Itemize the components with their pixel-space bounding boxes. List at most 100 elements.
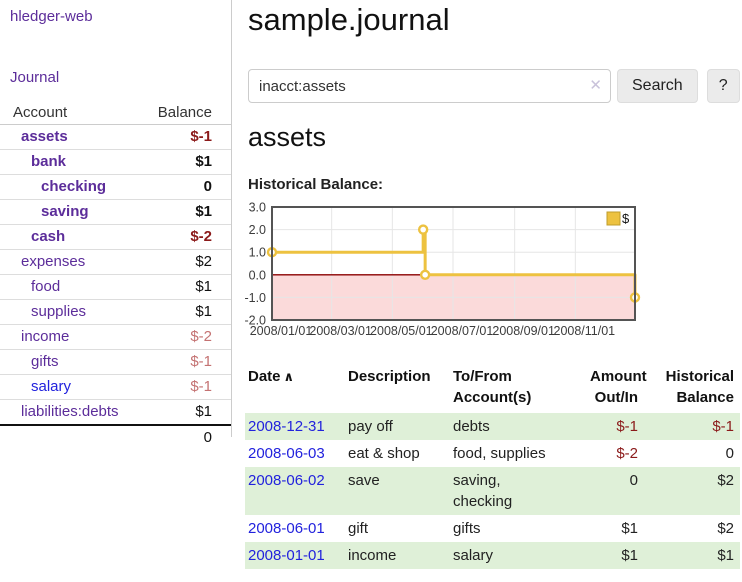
register-row: 2008-06-03 eat & shop food, supplies $-2…: [245, 440, 740, 467]
account-link-bank[interactable]: bank: [31, 153, 67, 170]
svg-text:$: $: [622, 211, 630, 226]
transaction-amount: 0: [629, 472, 638, 489]
transaction-description: income: [348, 547, 397, 564]
register-col-date[interactable]: Date ∧: [248, 368, 295, 385]
transaction-date-link[interactable]: 2008-06-02: [248, 472, 325, 489]
account-row-saving: saving $1: [0, 200, 231, 225]
register-header-row: Date ∧ Description To/From Account(s) Amo…: [245, 363, 740, 413]
transaction-description: gift: [348, 520, 369, 537]
register-col-accounts: To/From Account(s): [453, 368, 532, 406]
register-row: 2008-06-01 gift gifts $1 $2: [245, 515, 740, 542]
help-button[interactable]: ?: [706, 69, 740, 103]
search-input-wrap: ✕: [248, 69, 611, 103]
account-balance: $-1: [190, 353, 212, 370]
account-link-saving[interactable]: saving: [41, 203, 89, 220]
transaction-amount: $-2: [616, 445, 638, 462]
transaction-date-link[interactable]: 2008-06-01: [248, 520, 325, 537]
account-link-expenses[interactable]: expenses: [21, 253, 86, 270]
svg-text:2008/01/01: 2008/01/01: [250, 324, 313, 338]
svg-text:0.0: 0.0: [249, 268, 266, 282]
account-row-income: income $-2: [0, 325, 231, 350]
account-balance: $1: [195, 153, 212, 170]
transaction-balance: $-1: [712, 418, 734, 435]
sidebar-item-journal[interactable]: Journal: [10, 69, 60, 86]
accounts-table: Account Balance assets $-1 bank $1 check…: [0, 103, 231, 450]
account-balance: $1: [195, 278, 212, 295]
account-link-food[interactable]: food: [31, 278, 61, 295]
transaction-amount: $-1: [616, 418, 638, 435]
account-link-supplies[interactable]: supplies: [31, 303, 87, 320]
transaction-balance: $2: [717, 520, 734, 537]
account-balance: $-1: [190, 128, 212, 145]
transaction-accounts: debts: [453, 418, 490, 435]
search-input[interactable]: [248, 69, 611, 103]
account-row-liabilities-debts: liabilities:debts $1: [0, 400, 231, 424]
account-balance: $1: [195, 303, 212, 320]
register-row: 2008-06-02 save saving, checking 0 $2: [245, 467, 740, 515]
svg-text:-2.0: -2.0: [244, 314, 266, 328]
account-balance: $-2: [190, 228, 212, 245]
account-balance: $1: [195, 403, 212, 420]
account-heading: assets: [248, 122, 327, 152]
accounts-total-value: 0: [203, 429, 212, 446]
account-row-supplies: supplies $1: [0, 300, 231, 325]
svg-text:3.0: 3.0: [249, 201, 266, 215]
account-link-checking[interactable]: checking: [41, 178, 107, 195]
transaction-description: save: [348, 472, 380, 489]
account-balance: $2: [195, 253, 212, 270]
accounts-table-header: Account Balance: [0, 103, 231, 125]
register-col-balance: Historical Balance: [665, 368, 734, 406]
account-link-gifts[interactable]: gifts: [31, 353, 59, 370]
account-balance: $1: [195, 203, 212, 220]
register-table: Date ∧ Description To/From Account(s) Amo…: [245, 363, 740, 569]
transaction-balance: $2: [717, 472, 734, 489]
register-col-amount: Amount Out/In: [590, 368, 647, 406]
svg-text:2.0: 2.0: [249, 223, 266, 237]
transaction-date-link[interactable]: 2008-01-01: [248, 547, 325, 564]
chart-title: Historical Balance:: [248, 176, 384, 193]
transaction-accounts: saving, checking: [453, 472, 513, 510]
transaction-amount: $1: [621, 547, 638, 564]
account-row-salary: salary $-1: [0, 375, 231, 400]
account-row-food: food $1: [0, 275, 231, 300]
sort-asc-icon: ∧: [283, 369, 295, 384]
svg-text:1.0: 1.0: [249, 246, 266, 260]
search-button[interactable]: Search: [617, 69, 698, 103]
account-link-cash[interactable]: cash: [31, 228, 66, 245]
svg-text:-1.0: -1.0: [244, 291, 266, 305]
transaction-amount: $1: [621, 520, 638, 537]
account-row-gifts: gifts $-1: [0, 350, 231, 375]
account-row-cash: cash $-2: [0, 225, 231, 250]
transaction-description: eat & shop: [348, 445, 420, 462]
accounts-col-account: Account: [13, 104, 68, 121]
page-title: sample.journal: [248, 2, 450, 37]
transaction-date-link[interactable]: 2008-12-31: [248, 418, 325, 435]
sidebar: hledger-web Journal Account Balance asse…: [0, 0, 232, 446]
account-row-assets: assets $-1: [0, 125, 231, 150]
transaction-date-link[interactable]: 2008-06-03: [248, 445, 325, 462]
account-link-assets[interactable]: assets: [21, 128, 68, 145]
accounts-col-balance: Balance: [157, 104, 212, 121]
account-balance: $-2: [190, 328, 212, 345]
register-col-description: Description: [348, 368, 431, 385]
transaction-accounts: salary: [453, 547, 494, 564]
account-link-income[interactable]: income: [21, 328, 70, 345]
account-link-liabilities-debts[interactable]: liabilities:debts: [21, 403, 119, 420]
svg-text:2008/05/01: 2008/05/01: [370, 324, 433, 338]
account-row-expenses: expenses $2: [0, 250, 231, 275]
transaction-balance: 0: [725, 445, 734, 462]
svg-text:2008/11/01: 2008/11/01: [554, 324, 616, 338]
account-row-checking: checking 0: [0, 175, 231, 200]
transaction-description: pay off: [348, 418, 393, 435]
account-balance: 0: [203, 178, 212, 195]
historical-balance-chart: 3.0 2.0 1.0 0.0 -1.0 -2.02008/01/012008/03/01…: [244, 201, 641, 338]
svg-text:2008/07/01: 2008/07/01: [431, 324, 494, 338]
search-form: ✕ Search ?: [248, 69, 740, 103]
clear-search-icon[interactable]: ✕: [589, 77, 602, 94]
account-link-salary[interactable]: salary: [31, 378, 72, 395]
register-row: 2008-12-31 pay off debts $-1 $-1: [245, 413, 740, 440]
transaction-accounts: gifts: [453, 520, 481, 537]
accounts-total-row: 0: [0, 424, 231, 450]
app-brand-link[interactable]: hledger-web: [10, 8, 93, 25]
